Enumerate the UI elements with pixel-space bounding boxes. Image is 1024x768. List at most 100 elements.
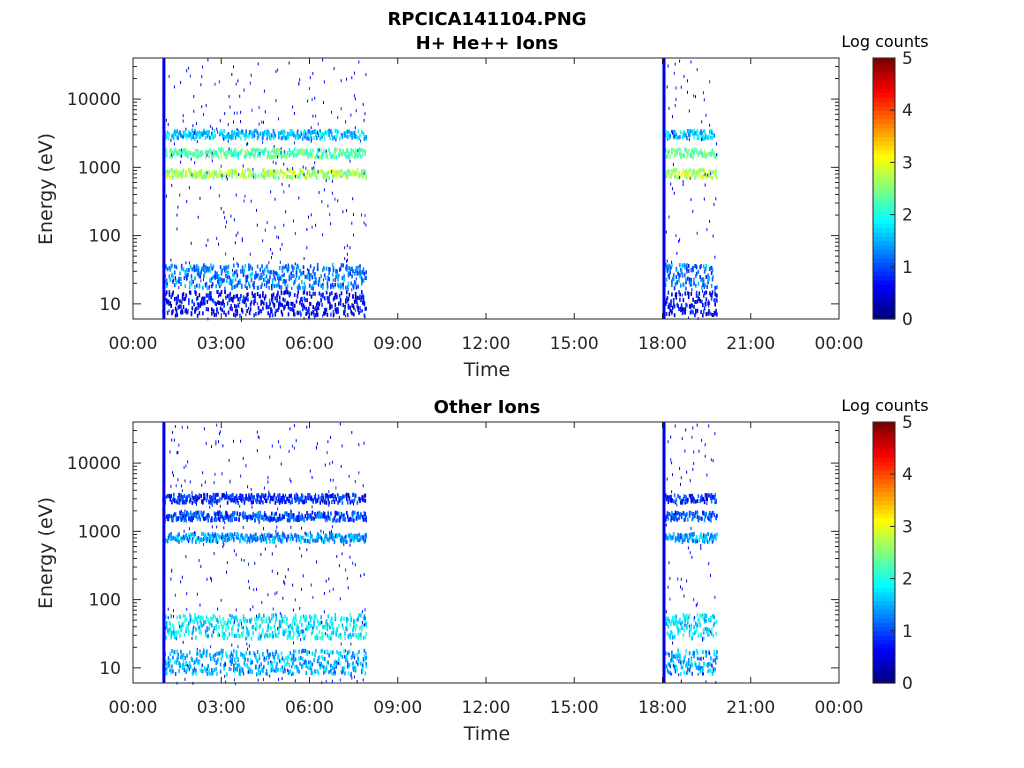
heatmap-cell <box>182 536 185 541</box>
heatmap-cell <box>293 641 294 645</box>
heatmap-cell <box>219 514 222 519</box>
heatmap-cell <box>248 311 251 316</box>
heatmap-cell <box>273 145 275 149</box>
colorbar-tick-label: 4 <box>902 101 913 121</box>
heatmap-cell <box>681 307 684 312</box>
heatmap-cell <box>329 535 331 540</box>
heatmap-cell <box>339 652 342 657</box>
heatmap-cell <box>294 498 297 503</box>
heatmap-cell <box>241 653 244 657</box>
heatmap-cell <box>172 175 174 180</box>
heatmap-cell <box>186 277 188 281</box>
heatmap-cell <box>236 496 238 500</box>
heatmap-cell <box>308 170 310 175</box>
heatmap-cell <box>691 268 693 273</box>
heatmap-cell <box>188 150 191 155</box>
heatmap-cell <box>276 525 278 529</box>
heatmap-cell <box>173 85 175 89</box>
heatmap-cell <box>346 267 348 272</box>
heatmap-cell <box>353 499 355 504</box>
heatmap-cell <box>702 134 705 139</box>
heatmap-cell <box>283 272 285 277</box>
heatmap-cell <box>317 533 320 538</box>
heatmap-cell <box>347 297 350 301</box>
heatmap-cell <box>263 174 265 179</box>
heatmap-cell <box>312 538 314 542</box>
heatmap-cell <box>207 634 209 639</box>
heatmap-cell <box>218 651 221 656</box>
heatmap-cell <box>190 274 193 279</box>
heatmap-cell <box>235 535 238 540</box>
heatmap-cell <box>259 275 262 280</box>
heatmap-cell <box>194 131 196 135</box>
heatmap-cell <box>314 512 316 516</box>
heatmap-cell <box>178 286 180 290</box>
heatmap-cell <box>680 130 682 135</box>
heatmap-cell <box>254 617 256 622</box>
heatmap-cell <box>228 280 231 285</box>
heatmap-cell <box>247 497 249 502</box>
heatmap-cell <box>685 280 687 285</box>
heatmap-cell <box>226 270 229 275</box>
heatmap-cell <box>696 68 698 72</box>
heatmap-cell <box>311 505 313 509</box>
heatmap-cell <box>173 650 175 655</box>
heatmap-cell <box>173 264 176 269</box>
heatmap-cell <box>256 302 258 306</box>
heatmap-cell <box>219 277 222 282</box>
heatmap-cell <box>180 517 183 522</box>
heatmap-cell <box>270 190 272 194</box>
heatmap-cell <box>223 278 225 283</box>
heatmap-cell <box>673 168 676 173</box>
heatmap-cell <box>195 671 197 676</box>
heatmap-cell <box>355 634 358 639</box>
heatmap-cell <box>322 282 324 287</box>
heatmap-cell <box>244 663 247 668</box>
heatmap-cell <box>190 282 193 286</box>
heatmap-cell <box>255 312 257 316</box>
heatmap-cell <box>277 493 279 498</box>
heatmap-cell <box>709 291 711 296</box>
heatmap-cell <box>708 134 710 139</box>
heatmap-cell <box>344 246 346 250</box>
heatmap-cell <box>213 170 216 175</box>
heatmap-cell <box>211 131 213 136</box>
heatmap-cell <box>248 579 249 583</box>
heatmap-cell <box>339 678 341 682</box>
heatmap-cell <box>297 311 299 316</box>
heatmap-cell <box>299 134 301 139</box>
heatmap-cell <box>195 500 197 504</box>
heatmap-cell <box>278 659 280 663</box>
heatmap-cell <box>263 267 266 272</box>
heatmap-cell <box>260 552 262 556</box>
heatmap-cell <box>199 616 202 620</box>
heatmap-cell <box>228 275 231 280</box>
heatmap-cell <box>228 94 230 98</box>
heatmap-cell <box>172 518 174 523</box>
heatmap-cell <box>258 294 261 299</box>
panel-title: H+ He++ Ions <box>416 33 559 54</box>
heatmap-cell <box>221 514 224 519</box>
heatmap-cell <box>283 134 285 139</box>
heatmap-cell <box>293 112 295 115</box>
heatmap-cell <box>318 155 321 160</box>
heatmap-cell <box>344 655 346 659</box>
heatmap-cell <box>181 500 184 505</box>
heatmap-cell <box>181 425 183 429</box>
heatmap-cell <box>213 313 216 318</box>
heatmap-cell <box>243 88 245 92</box>
heatmap-cell <box>330 154 332 159</box>
heatmap-cell <box>220 164 222 168</box>
heatmap-cell <box>362 149 365 154</box>
heatmap-cell <box>279 445 281 449</box>
heatmap-cell <box>346 617 348 621</box>
heatmap-cell <box>312 72 314 75</box>
heatmap-cell <box>165 614 167 619</box>
heatmap-cell <box>358 136 360 141</box>
heatmap-cell <box>281 538 284 543</box>
heatmap-cell <box>178 131 180 136</box>
heatmap-cell <box>340 496 343 501</box>
heatmap-cell <box>332 630 335 635</box>
heatmap-cell <box>308 660 310 665</box>
